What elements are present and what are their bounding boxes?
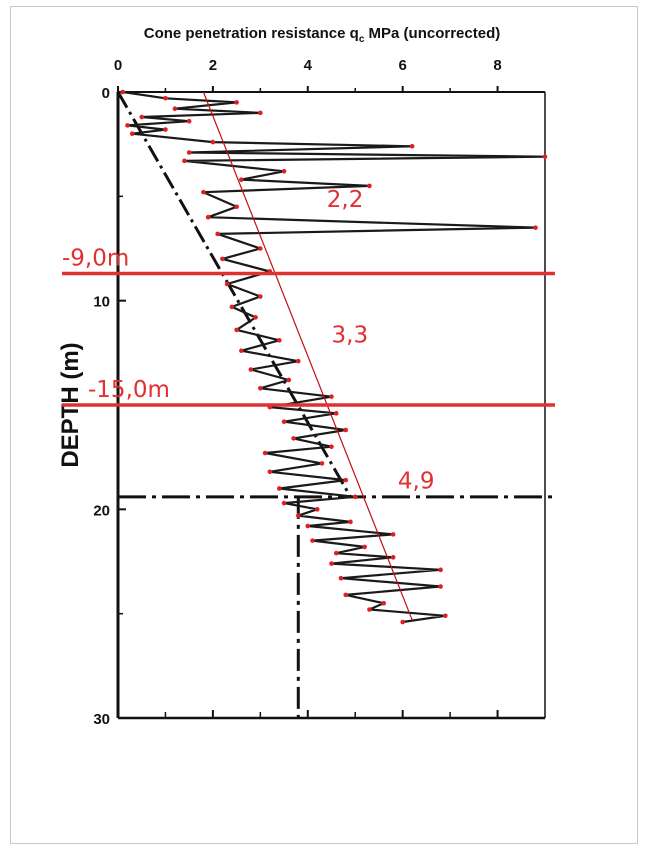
qc-point — [390, 555, 396, 560]
qc-point — [172, 106, 178, 111]
qc-point — [319, 461, 325, 466]
qc-point — [329, 444, 334, 450]
x-tick-label-2: 2 — [209, 57, 217, 74]
qc-point — [281, 168, 287, 174]
qc-point — [343, 592, 349, 598]
qc-point — [329, 561, 334, 566]
qc-point — [281, 500, 287, 506]
x-tick-label-8: 8 — [493, 57, 501, 74]
qc-point — [367, 183, 372, 189]
qc-point — [409, 143, 415, 149]
qc-point — [310, 538, 315, 543]
x-tick-label-0: 0 — [114, 57, 122, 74]
y-tick-label-0: 0 — [102, 85, 110, 102]
qc-point — [186, 150, 192, 155]
qc-point — [305, 523, 311, 529]
qc-point — [234, 204, 239, 210]
qc-point — [277, 338, 282, 343]
qc-point — [163, 127, 168, 132]
qc-point — [533, 225, 538, 230]
qc-point — [295, 358, 301, 364]
qc-point — [229, 304, 235, 310]
qc-point — [390, 532, 396, 537]
qc-point — [220, 256, 225, 262]
qc-point — [186, 118, 192, 124]
qc-point — [542, 154, 548, 159]
qc-point — [258, 110, 263, 116]
qc-point — [267, 469, 273, 475]
chart-title: Cone penetration resistance qc MPa (unco… — [144, 25, 501, 45]
qc-point — [239, 348, 244, 354]
qc-point — [333, 550, 339, 556]
qc-point — [343, 477, 349, 483]
qc-point — [314, 507, 320, 512]
qc-point — [120, 89, 126, 95]
dash-dot-diagonal-line — [116, 91, 352, 498]
qc-point — [210, 139, 216, 145]
qc-point — [295, 513, 301, 518]
qc-point — [281, 419, 287, 424]
value-annotation: 2,2 — [327, 187, 364, 213]
qc-point — [348, 519, 353, 525]
qc-point — [258, 386, 263, 391]
qc-point — [234, 100, 239, 105]
qc-point — [362, 544, 368, 550]
qc-point — [333, 411, 339, 416]
qc-point — [338, 575, 344, 581]
qc-profile-line — [122, 90, 547, 624]
qc-point — [381, 600, 386, 606]
qc-point — [291, 436, 296, 441]
qc-point — [129, 131, 135, 137]
qc-point — [438, 584, 443, 589]
y-tick-label-10: 10 — [93, 294, 110, 311]
qc-point — [234, 327, 239, 333]
qc-point — [125, 123, 130, 128]
qc-point — [262, 450, 268, 456]
depth-marker-label: -15,0m — [88, 377, 170, 403]
qc-point — [329, 394, 334, 399]
figure-frame — [10, 6, 638, 844]
plot-marks — [116, 89, 555, 718]
qc-point — [239, 177, 244, 182]
qc-point — [443, 613, 448, 619]
qc-point — [248, 367, 254, 372]
qc-point — [258, 246, 263, 251]
qc-point — [352, 494, 358, 500]
x-tick-label-6: 6 — [398, 57, 406, 74]
qc-point — [438, 567, 443, 573]
qc-point — [277, 486, 282, 491]
value-annotation: 4,9 — [398, 468, 435, 494]
qc-point — [182, 158, 187, 164]
qc-point — [286, 377, 292, 383]
qc-point — [205, 214, 211, 220]
qc-point — [367, 607, 372, 612]
depth-marker-label: -9,0m — [62, 246, 129, 272]
value-annotation: 3,3 — [332, 322, 369, 348]
qc-point — [400, 619, 405, 625]
qc-point — [258, 294, 263, 299]
overlays: -9,0m -15,0m 2,2 3,3 4,9 — [62, 91, 555, 621]
qc-point — [139, 114, 145, 120]
x-tick-label-4: 4 — [304, 57, 313, 74]
qc-point — [253, 315, 258, 320]
qc-point — [201, 189, 206, 195]
qc-point — [343, 427, 349, 433]
trend-line — [202, 91, 413, 621]
qc-point — [215, 231, 220, 237]
y-tick-label-30: 30 — [93, 711, 110, 728]
qc-point — [163, 95, 168, 101]
y-tick-label-20: 20 — [93, 502, 110, 519]
qc-point — [224, 281, 230, 287]
